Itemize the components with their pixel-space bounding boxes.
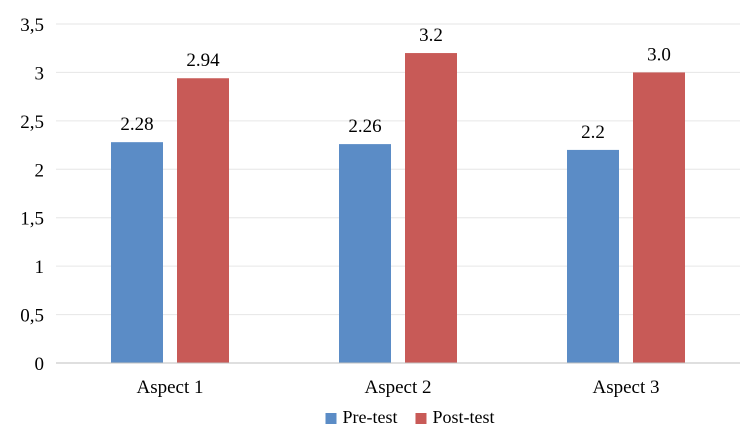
- bar-post-test: [405, 53, 457, 364]
- data-label-post-test: 2.94: [186, 50, 220, 71]
- y-tick-label: 0,5: [20, 306, 44, 327]
- y-tick-label: 2,5: [20, 112, 44, 133]
- data-labels: 2.28 2.94 2.26 3.2 2.2 3.0: [120, 25, 671, 143]
- bar-post-test: [177, 78, 229, 364]
- y-tick-label: 3: [35, 63, 45, 84]
- data-label-post-test: 3.2: [419, 25, 443, 46]
- data-label-post-test: 3.0: [647, 44, 671, 65]
- y-tick-label: 1,5: [20, 209, 44, 230]
- x-axis-category-labels: Aspect 1 Aspect 2 Aspect 3: [136, 377, 659, 398]
- bar-post-test: [633, 72, 685, 363]
- legend-swatch-pre-test: [325, 413, 337, 424]
- legend: Pre-test Post-test: [325, 407, 495, 427]
- x-category-label: Aspect 2: [364, 377, 431, 398]
- gridlines: [56, 23, 740, 316]
- legend-label-post-test: Post-test: [432, 407, 494, 427]
- data-label-pre-test: 2.26: [348, 116, 381, 137]
- y-tick-label: 2: [35, 160, 45, 181]
- y-axis-tick-labels: 0 0,5 1 1,5 2 2,5 3 3,5: [20, 15, 44, 375]
- y-tick-label: 0: [35, 354, 45, 375]
- data-label-pre-test: 2.28: [120, 114, 153, 135]
- data-label-pre-test: 2.2: [581, 122, 605, 143]
- legend-label-pre-test: Pre-test: [343, 407, 398, 427]
- y-tick-label: 1: [35, 257, 45, 278]
- x-category-label: Aspect 3: [592, 377, 659, 398]
- legend-swatch-post-test: [415, 413, 427, 424]
- x-category-label: Aspect 1: [136, 377, 203, 398]
- y-tick-label: 3,5: [20, 15, 44, 36]
- bar-pre-test: [567, 149, 619, 363]
- bars: [111, 53, 685, 364]
- bar-pre-test: [339, 144, 391, 363]
- bar-pre-test: [111, 142, 163, 363]
